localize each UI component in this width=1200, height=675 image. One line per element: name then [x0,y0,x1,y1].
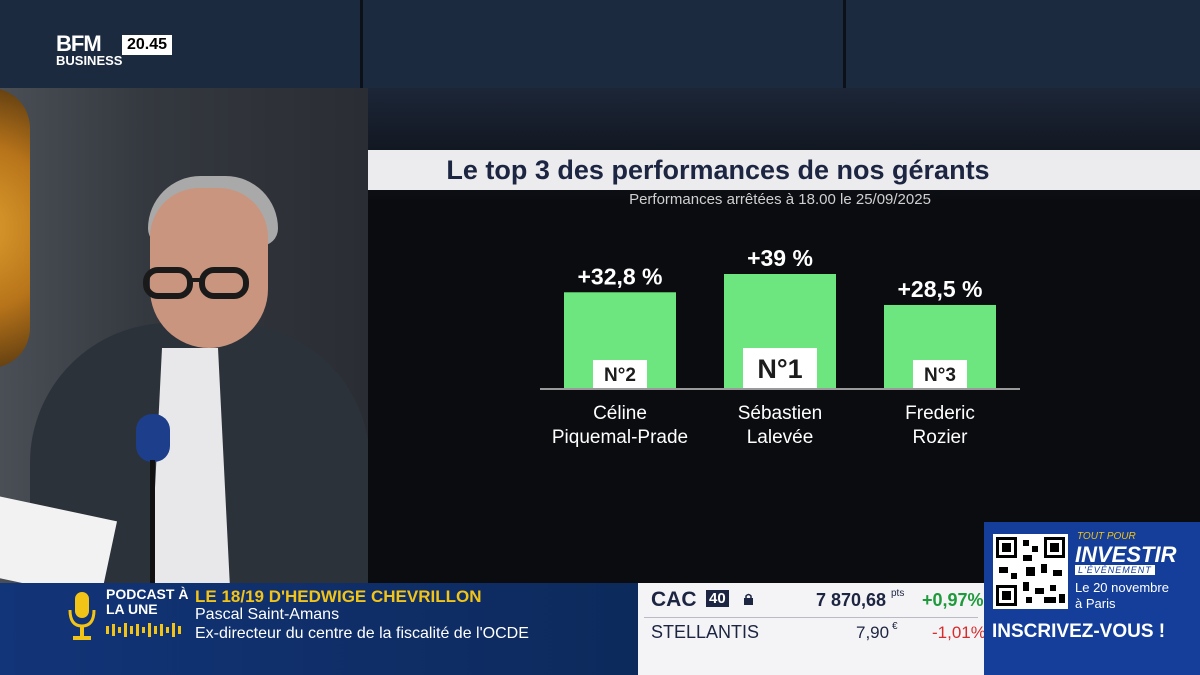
stock-change: -1,01% [932,623,986,642]
category-label: Frederic [905,403,975,424]
category-label: Céline [593,403,647,424]
logo-business: BUSINESS [56,53,123,68]
index-value: 7 870,68 [816,590,887,610]
stock-name: STELLANTIS [651,622,760,642]
show-title: LE 18/19 D'HEDWIGE CHEVRILLON [195,587,482,606]
rank-label: N°2 [604,365,636,386]
promo-city: à Paris [1075,596,1116,611]
qr-code-icon [993,534,1068,609]
title-band [368,150,1200,190]
glasses-icon [143,267,249,299]
category-label: Sébastien [738,403,823,424]
promo-tagline: TOUT POUR [1077,531,1136,542]
stock-value: 7,90 [856,623,890,642]
studio-screen-panel [846,0,1200,88]
register-button[interactable]: INSCRIVEZ-VOUS ! [992,621,1166,642]
index-name: CAC [651,588,697,611]
promo-event: L'ÉVÉNEMENT [1075,565,1155,575]
index-suffix: 40 [706,590,729,607]
bar-value-label: +39 % [747,245,813,271]
podcast-label: PODCAST À LA UNE [106,586,189,617]
channel-logo: BFM BUSINESS 20.45 [56,31,173,68]
microphone-icon [68,592,96,640]
chart-subtitle: Performances arrêtées à 18.00 le 25/09/2… [629,191,931,208]
vault-door [0,88,30,368]
rank-badge [913,360,967,388]
rank-label: N°3 [924,365,956,386]
promo-date: Le 20 novembre [1075,580,1169,595]
guest-role: Ex-directeur du centre de la fiscalité d… [195,625,529,642]
rank-badge [743,348,817,388]
index-change: +0,97% [922,590,984,610]
rank-badge [593,360,647,388]
microphone-stand [150,460,155,583]
clock: 20.45 [122,35,173,55]
stock-unit: € [892,621,898,632]
studio-microphone [136,414,170,462]
audio-wave-icon [106,623,181,637]
market-divider [644,617,978,618]
lock-icon [744,593,753,605]
presenter-shirt [150,348,230,583]
category-label: Lalevée [747,427,814,448]
index-unit: pts [891,588,905,599]
promo-brand: INVESTIR [1075,542,1177,567]
studio-screen-panel [0,0,363,88]
chart-title: Le top 3 des performances de nos gérants [446,155,990,185]
category-label: Piquemal-Prade [552,427,688,448]
rank-label: N°1 [757,354,802,384]
bar-value-label: +28,5 % [897,276,982,302]
studio-screen-panel [363,0,846,88]
bar-value-label: +32,8 % [577,263,662,289]
category-label: Rozier [913,427,969,448]
guest-name: Pascal Saint-Amans [195,606,340,623]
market-panel [638,583,984,675]
presenter-video [0,88,368,583]
logo-bfm: BFM [56,31,102,56]
